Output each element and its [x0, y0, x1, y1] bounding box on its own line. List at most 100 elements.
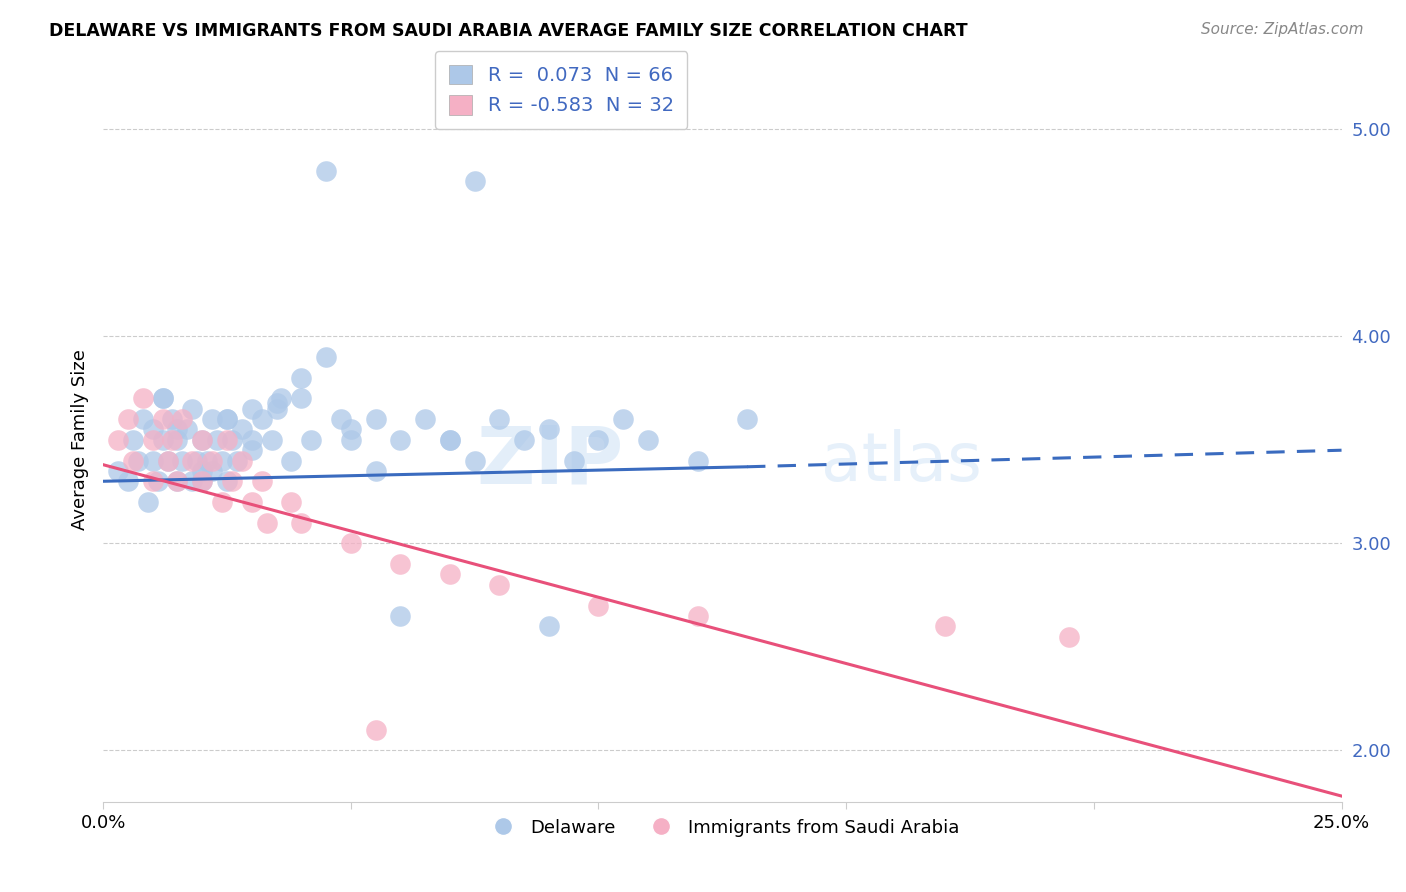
Point — [364, 464, 387, 478]
Point — [250, 475, 273, 489]
Point — [389, 608, 412, 623]
Point — [121, 453, 143, 467]
Point — [191, 433, 214, 447]
Point — [152, 412, 174, 426]
Point — [340, 536, 363, 550]
Point — [266, 395, 288, 409]
Point — [588, 433, 610, 447]
Point — [240, 443, 263, 458]
Point — [162, 412, 184, 426]
Point — [215, 412, 238, 426]
Point — [686, 453, 709, 467]
Point — [340, 423, 363, 437]
Point — [488, 412, 510, 426]
Point — [1057, 630, 1080, 644]
Text: DELAWARE VS IMMIGRANTS FROM SAUDI ARABIA AVERAGE FAMILY SIZE CORRELATION CHART: DELAWARE VS IMMIGRANTS FROM SAUDI ARABIA… — [49, 22, 967, 40]
Point — [186, 453, 208, 467]
Point — [132, 412, 155, 426]
Point — [221, 475, 243, 489]
Point — [250, 412, 273, 426]
Point — [211, 453, 233, 467]
Point — [389, 433, 412, 447]
Point — [152, 392, 174, 406]
Point — [191, 475, 214, 489]
Point — [513, 433, 536, 447]
Point — [142, 433, 165, 447]
Point — [195, 453, 218, 467]
Point — [191, 464, 214, 478]
Point — [142, 453, 165, 467]
Point — [464, 453, 486, 467]
Point — [290, 392, 312, 406]
Point — [215, 433, 238, 447]
Point — [221, 433, 243, 447]
Point — [215, 412, 238, 426]
Point — [735, 412, 758, 426]
Point — [142, 423, 165, 437]
Point — [280, 453, 302, 467]
Point — [117, 475, 139, 489]
Point — [156, 453, 179, 467]
Point — [686, 608, 709, 623]
Point — [290, 516, 312, 530]
Point — [439, 433, 461, 447]
Point — [166, 433, 188, 447]
Point — [181, 453, 204, 467]
Point — [136, 495, 159, 509]
Point — [260, 433, 283, 447]
Point — [240, 495, 263, 509]
Text: Source: ZipAtlas.com: Source: ZipAtlas.com — [1201, 22, 1364, 37]
Point — [201, 464, 224, 478]
Point — [280, 495, 302, 509]
Point — [240, 433, 263, 447]
Point — [266, 401, 288, 416]
Point — [612, 412, 634, 426]
Point — [537, 619, 560, 633]
Point — [588, 599, 610, 613]
Point — [201, 453, 224, 467]
Point — [315, 350, 337, 364]
Point — [231, 423, 253, 437]
Point — [176, 423, 198, 437]
Point — [215, 475, 238, 489]
Point — [340, 433, 363, 447]
Text: ZIP: ZIP — [477, 423, 623, 500]
Point — [464, 174, 486, 188]
Point — [142, 475, 165, 489]
Point — [562, 453, 585, 467]
Point — [256, 516, 278, 530]
Point — [162, 433, 184, 447]
Point — [172, 412, 194, 426]
Point — [439, 433, 461, 447]
Point — [329, 412, 352, 426]
Point — [201, 412, 224, 426]
Point — [364, 412, 387, 426]
Point — [152, 392, 174, 406]
Legend: Delaware, Immigrants from Saudi Arabia: Delaware, Immigrants from Saudi Arabia — [478, 812, 966, 844]
Point — [152, 433, 174, 447]
Y-axis label: Average Family Size: Average Family Size — [72, 350, 89, 530]
Point — [181, 475, 204, 489]
Point — [107, 433, 129, 447]
Text: atlas: atlas — [821, 428, 983, 494]
Point — [290, 370, 312, 384]
Point — [270, 392, 292, 406]
Point — [211, 495, 233, 509]
Point — [146, 475, 169, 489]
Point — [364, 723, 387, 737]
Point — [166, 423, 188, 437]
Point — [166, 475, 188, 489]
Point — [299, 433, 322, 447]
Point — [191, 433, 214, 447]
Point — [389, 557, 412, 571]
Point — [231, 453, 253, 467]
Point — [117, 412, 139, 426]
Point — [637, 433, 659, 447]
Point — [439, 567, 461, 582]
Point — [315, 163, 337, 178]
Point — [413, 412, 436, 426]
Point — [156, 453, 179, 467]
Point — [107, 464, 129, 478]
Point — [537, 423, 560, 437]
Point — [191, 475, 214, 489]
